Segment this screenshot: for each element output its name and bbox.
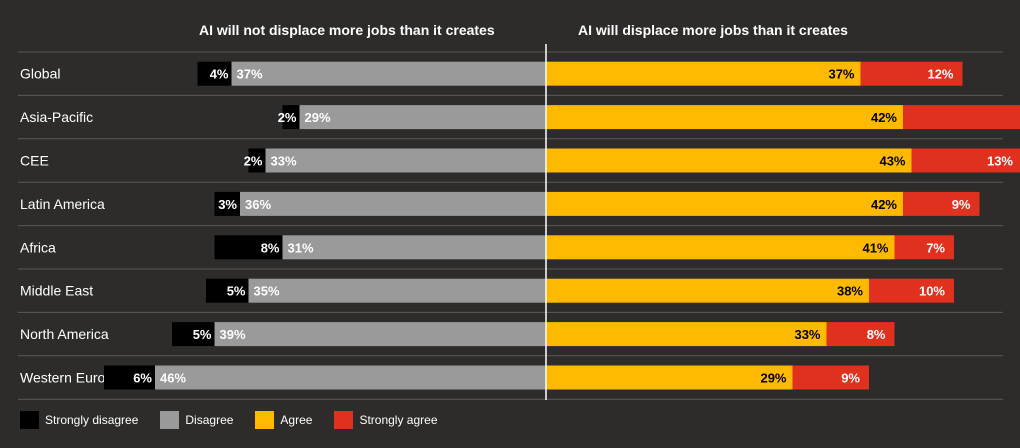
row-label-western-europe: Western Europe: [20, 370, 121, 386]
label-disagree-africa: 31%: [288, 240, 314, 255]
legend-swatch-disagree: [160, 411, 180, 429]
bar-strongly-agree-asia-pacific: [903, 105, 1020, 130]
bar-agree-global: [546, 61, 861, 86]
bar-disagree-cee: [265, 148, 546, 173]
label-strongly-disagree-asia-pacific: 2%: [278, 110, 297, 125]
bar-agree-africa: [546, 235, 895, 260]
legend-swatch-strongly-disagree: [20, 411, 39, 429]
label-strongly-disagree-western-europe: 6%: [133, 371, 152, 386]
row-label-asia-pacific: Asia-Pacific: [20, 109, 93, 125]
label-agree-global: 37%: [828, 67, 854, 82]
bar-disagree-middle-east: [248, 278, 546, 303]
bar-strongly-agree-latin-america: [903, 191, 980, 216]
label-strongly-agree-cee: 13%: [987, 154, 1013, 169]
label-strongly-agree-africa: 7%: [926, 240, 945, 255]
bar-strongly-agree-africa: [894, 235, 954, 260]
label-disagree-north-america: 39%: [220, 327, 246, 342]
bar-agree-north-america: [546, 322, 827, 347]
label-disagree-asia-pacific: 29%: [305, 110, 331, 125]
bar-strongly-agree-middle-east: [869, 278, 954, 303]
row-label-north-america: North America: [20, 326, 109, 342]
row-label-middle-east: Middle East: [20, 283, 93, 299]
bar-disagree-north-america: [214, 322, 546, 347]
bar-strongly-agree-global: [860, 61, 963, 86]
bar-agree-western-europe: [546, 365, 793, 390]
row-label-africa: Africa: [20, 239, 56, 255]
bar-strongly-agree-cee: [911, 148, 1020, 173]
label-strongly-disagree-global: 4%: [210, 67, 229, 82]
legend: Strongly disagree Disagree Agree Strongl…: [20, 411, 460, 429]
label-agree-latin-america: 42%: [871, 197, 897, 212]
bar-agree-asia-pacific: [546, 105, 903, 130]
label-strongly-agree-north-america: 8%: [867, 327, 886, 342]
row-label-latin-america: Latin America: [20, 196, 105, 212]
legend-swatch-agree: [255, 411, 275, 429]
label-strongly-agree-western-europe: 9%: [841, 371, 860, 386]
left-heading: AI will not displace more jobs than it c…: [199, 22, 495, 38]
label-agree-middle-east: 38%: [837, 284, 863, 299]
label-strongly-agree-middle-east: 10%: [919, 284, 945, 299]
label-disagree-middle-east: 35%: [254, 284, 280, 299]
bar-disagree-africa: [282, 235, 546, 260]
bar-strongly-disagree-asia-pacific: [282, 105, 300, 130]
legend-item-disagree: Disagree: [160, 411, 233, 429]
bar-agree-middle-east: [546, 278, 869, 303]
bar-strongly-disagree-north-america: [172, 322, 215, 347]
legend-label-disagree: Disagree: [185, 413, 234, 427]
label-disagree-latin-america: 36%: [245, 197, 271, 212]
label-strongly-disagree-africa: 8%: [261, 240, 280, 255]
label-disagree-cee: 33%: [271, 154, 297, 169]
bar-strongly-disagree-western-europe: [104, 365, 155, 390]
right-heading: AI will displace more jobs than it creat…: [578, 22, 848, 38]
label-agree-cee: 43%: [879, 154, 905, 169]
legend-swatch-strongly-agree: [334, 411, 354, 429]
bar-strongly-disagree-cee: [248, 148, 266, 173]
bar-strongly-agree-north-america: [826, 322, 895, 347]
label-strongly-disagree-latin-america: 3%: [218, 197, 237, 212]
row-label-cee: CEE: [20, 153, 49, 169]
bar-strongly-disagree-global: [197, 61, 232, 86]
bar-disagree-asia-pacific: [299, 105, 546, 130]
legend-label-strongly-disagree: Strongly disagree: [45, 413, 139, 427]
label-agree-western-europe: 29%: [760, 371, 786, 386]
bar-strongly-agree-western-europe: [792, 365, 869, 390]
bar-disagree-western-europe: [155, 365, 546, 390]
label-disagree-western-europe: 46%: [160, 371, 186, 386]
label-strongly-agree-global: 12%: [927, 67, 953, 82]
label-agree-africa: 41%: [862, 240, 888, 255]
row-label-global: Global: [20, 66, 60, 82]
legend-item-agree: Agree: [255, 411, 312, 429]
label-strongly-disagree-cee: 2%: [244, 154, 263, 169]
legend-label-agree: Agree: [280, 413, 313, 427]
bar-disagree-global: [231, 61, 546, 86]
legend-item-strongly-disagree: Strongly disagree: [20, 411, 138, 429]
label-strongly-disagree-north-america: 5%: [193, 327, 212, 342]
label-agree-asia-pacific: 42%: [871, 110, 897, 125]
label-disagree-global: 37%: [237, 67, 263, 82]
label-strongly-disagree-middle-east: 5%: [227, 284, 246, 299]
bar-strongly-disagree-middle-east: [206, 278, 249, 303]
bar-strongly-disagree-latin-america: [214, 191, 240, 216]
label-agree-north-america: 33%: [794, 327, 820, 342]
bar-agree-latin-america: [546, 191, 903, 216]
legend-item-strongly-agree: Strongly agree: [334, 411, 438, 429]
bar-strongly-disagree-africa: [214, 235, 283, 260]
legend-label-strongly-agree: Strongly agree: [359, 413, 438, 427]
label-strongly-agree-latin-america: 9%: [952, 197, 971, 212]
bar-disagree-latin-america: [240, 191, 546, 216]
bar-agree-cee: [546, 148, 912, 173]
